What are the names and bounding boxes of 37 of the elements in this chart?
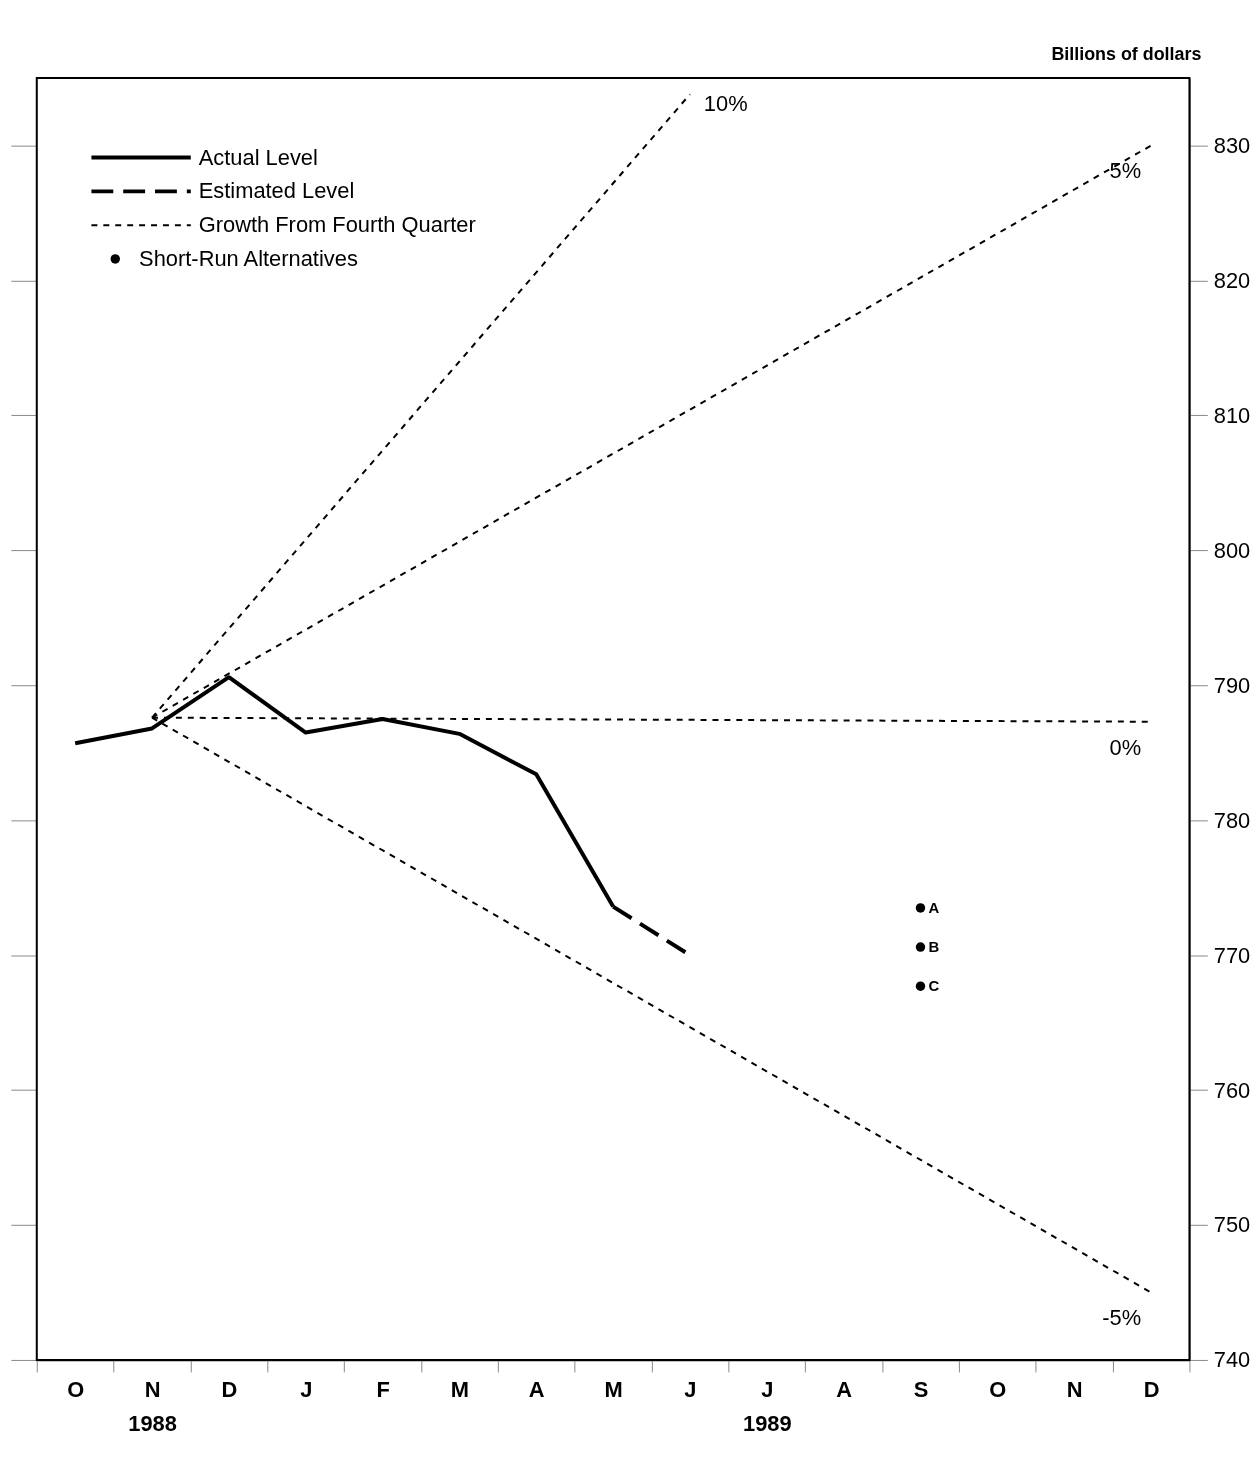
x-tick-label: O [67,1377,85,1403]
y-tick-label: 830 [1213,133,1251,159]
x-tick-label: O [989,1377,1007,1403]
y-axis-title: Billions of dollars [1051,44,1202,65]
x-tick-label: D [221,1377,238,1403]
x-tick-label: F [376,1377,390,1403]
y-tick-label: 790 [1213,672,1251,698]
data-label: A [928,899,940,916]
x-tick-label: M [604,1377,623,1403]
y-tick-label: 770 [1213,942,1251,968]
series-label: 5% [1109,158,1142,184]
data-label: C [928,978,940,995]
x-tick-label: S [913,1377,929,1403]
x-tick-label: J 1989 [742,1377,792,1436]
legend-label: Actual Level [198,144,318,170]
x-tick-label: M [450,1377,470,1403]
x-tick-label: N 1988 [128,1377,177,1436]
y-tick-label: 760 [1213,1077,1251,1103]
y-tick-label: 800 [1213,537,1251,563]
legend-label: Estimated Level [198,178,355,204]
series-label: -5% [1102,1305,1142,1331]
legend-label: Short-Run Alternatives [139,245,358,271]
y-tick-label: 750 [1213,1212,1251,1238]
x-tick-label: J [300,1377,313,1403]
series-label: 10% [703,91,748,117]
x-tick-label: A [836,1377,853,1403]
x-tick-label: D [1143,1377,1160,1403]
series-label: 0% [1109,734,1142,760]
y-tick-label: 780 [1213,807,1251,833]
y-tick-label: 740 [1213,1347,1251,1373]
data-label: B [928,939,940,956]
annotation: Growth From Fourth Quarter [198,212,476,238]
x-tick-label: J [684,1377,697,1403]
y-tick-label: 810 [1213,402,1251,428]
x-tick-label: N [1066,1377,1083,1403]
y-tick-label: 820 [1213,267,1251,293]
x-tick-label: A [528,1377,545,1403]
